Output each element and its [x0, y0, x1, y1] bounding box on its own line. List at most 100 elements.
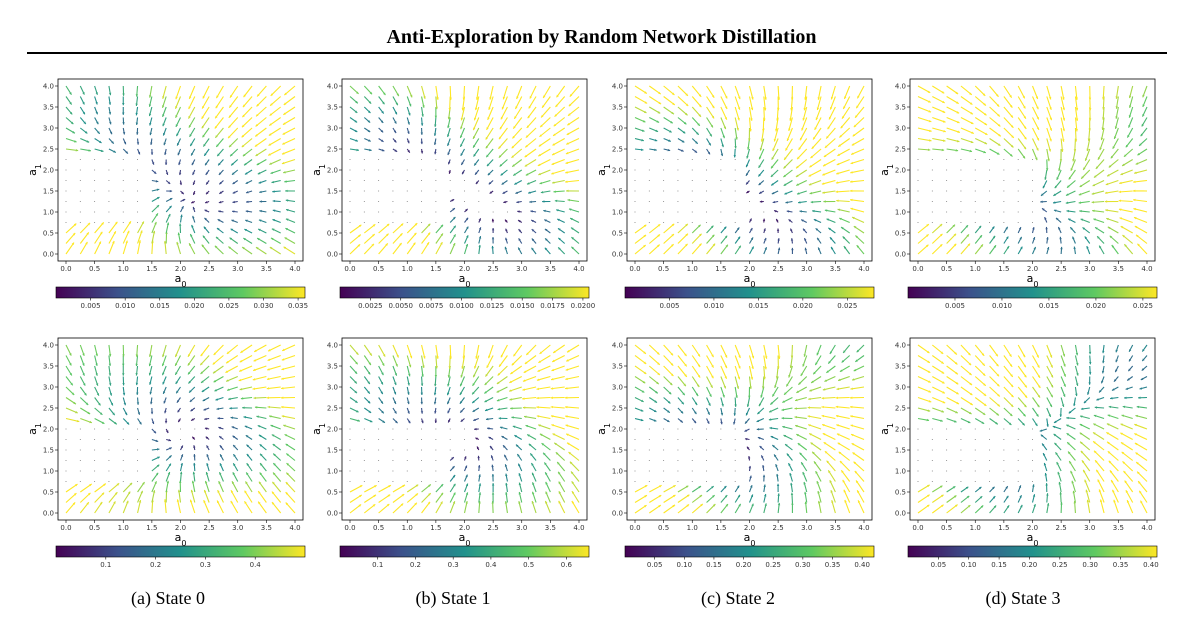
arrow — [1134, 433, 1148, 440]
arrow-head — [1138, 481, 1141, 484]
arrow-head — [802, 364, 805, 367]
arrow — [989, 201, 991, 202]
arrow-head — [656, 120, 660, 123]
arrow-head — [822, 388, 826, 391]
arrow-head — [192, 172, 195, 175]
arrow — [1017, 190, 1019, 192]
arrow-head — [1127, 134, 1130, 138]
arrow — [65, 159, 67, 160]
arrow — [227, 127, 239, 139]
arrow-head — [465, 217, 469, 221]
arrow — [406, 180, 408, 181]
arrow-head — [786, 138, 790, 141]
arrow-head — [462, 356, 465, 359]
arrow-head — [461, 162, 464, 165]
arrow — [677, 85, 689, 97]
arrow-head — [1134, 433, 1137, 436]
arrow-head — [400, 233, 403, 236]
colorbar-tick-label: 0.10 — [676, 561, 692, 569]
arrow-head — [941, 381, 945, 384]
arrow — [706, 439, 708, 440]
arrow-head — [177, 409, 180, 413]
x-tick-label: 3.0 — [516, 524, 527, 532]
arrow — [1032, 180, 1033, 181]
arrow — [989, 386, 1001, 397]
arrow — [989, 439, 991, 440]
caption-state-2: (c) State 2 — [701, 588, 775, 608]
arrow-head — [112, 412, 115, 416]
arrow — [108, 470, 110, 472]
arrow — [946, 116, 960, 124]
arrow-head — [1075, 118, 1079, 121]
quiver-panel-top-state-3: 0.0 0.5 1.0 1.5 2.0 2.5 3.0 3.5 4.00.00.51.01.52… — [878, 78, 1158, 310]
arrow — [1032, 169, 1033, 171]
arrow-head — [189, 134, 192, 137]
arrow — [349, 201, 351, 202]
arrow-head — [254, 406, 258, 409]
arrow-head — [568, 452, 572, 455]
arrow-head — [434, 151, 437, 155]
arrow — [1017, 96, 1026, 109]
arrow — [525, 127, 537, 139]
arrow — [79, 222, 81, 223]
arrow — [634, 470, 636, 472]
arrow-head — [269, 113, 273, 116]
arrow — [203, 499, 210, 514]
arrow-head — [393, 401, 397, 404]
y-tick-label: 3.0 — [895, 384, 906, 392]
arrow-head — [202, 398, 206, 402]
arrow-head — [149, 132, 152, 136]
arrow-head — [1114, 126, 1118, 129]
arrow — [539, 117, 551, 128]
arrow-head — [355, 139, 358, 142]
arrow-head — [978, 486, 982, 490]
arrow-head — [1124, 396, 1127, 400]
arrow-head — [1088, 118, 1092, 121]
arrow-head — [206, 454, 209, 457]
arrow-head — [1141, 123, 1144, 127]
arrow-head — [1019, 236, 1022, 240]
arrow-head — [855, 115, 858, 118]
arrow-head — [841, 227, 844, 230]
arrow-head — [177, 489, 181, 493]
arrow-head — [555, 452, 559, 455]
arrow — [1032, 106, 1040, 120]
arrow-head — [486, 365, 489, 368]
y-tick-label: 4.0 — [327, 342, 338, 350]
arrow-head — [684, 353, 687, 357]
arrow-head — [1036, 137, 1039, 141]
colorbar-tick-label: 0.015 — [150, 302, 170, 310]
arrow-head — [761, 455, 764, 458]
arrow — [421, 169, 423, 171]
arrow-head — [1107, 174, 1110, 177]
arrow-head — [817, 491, 820, 494]
y-tick-label: 3.5 — [895, 104, 906, 112]
arrow-head — [478, 218, 481, 221]
arrow — [648, 460, 650, 461]
arrow — [677, 211, 679, 213]
arrow-head — [842, 116, 845, 119]
arrow — [283, 96, 296, 106]
arrow — [1017, 201, 1019, 202]
arrow-head — [464, 465, 468, 469]
arrow — [79, 180, 81, 181]
arrow-head — [460, 144, 463, 147]
arrow-head — [856, 480, 859, 484]
arrow — [244, 500, 253, 514]
arrow-head — [941, 494, 944, 498]
arrow — [285, 491, 296, 503]
arrow-head — [738, 366, 741, 369]
arrow — [464, 201, 465, 202]
arrow — [1046, 106, 1053, 121]
arrow-head — [1111, 480, 1114, 483]
arrow — [821, 415, 836, 420]
arrow — [960, 117, 974, 125]
arrow-head — [1009, 354, 1012, 357]
arrow — [122, 220, 132, 234]
arrow-head — [402, 484, 405, 488]
arrow — [180, 428, 181, 430]
arrow-head — [670, 352, 674, 356]
arrow-head — [1072, 236, 1075, 240]
arrow-head — [95, 363, 98, 366]
arrow-head — [725, 95, 728, 99]
